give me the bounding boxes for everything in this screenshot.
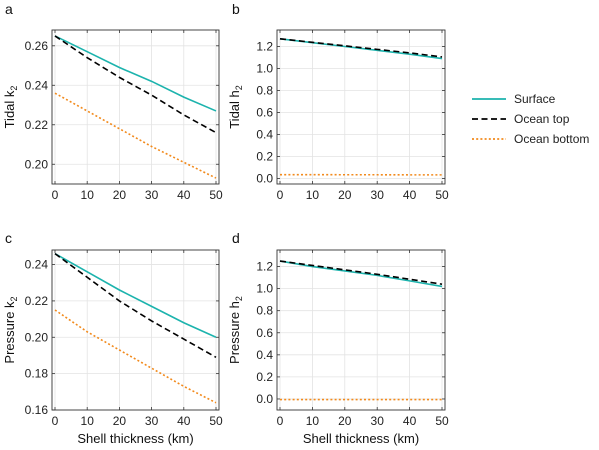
series-line-ocean-top — [279, 38, 443, 58]
y-tick-label: 0.20 — [25, 157, 49, 171]
y-tick-label: 0.6 — [256, 106, 273, 120]
x-tick-label: 0 — [52, 414, 59, 428]
y-tick-label: 1.0 — [256, 282, 273, 296]
x-tick-label: 20 — [113, 188, 127, 202]
y-axis-label-subscript: 2 — [234, 85, 244, 90]
series-line-surface — [279, 38, 443, 60]
legend-entry: Surface — [472, 92, 556, 106]
y-tick-label: 1.2 — [256, 260, 273, 274]
x-tick-label: 10 — [81, 414, 95, 428]
y-tick-label: 0.0 — [256, 392, 273, 406]
y-tick-label: 1.2 — [256, 40, 273, 54]
series-line-ocean-top — [279, 260, 443, 285]
y-axis-label-subscript: 2 — [234, 296, 244, 301]
x-tick-label: 0 — [277, 188, 284, 202]
x-tick-label: 40 — [177, 188, 191, 202]
y-axis-label-subscript: 2 — [9, 296, 19, 301]
chart-panel-b: 0 10 20 30 40 50 0.0 0.2 0.4 0.6 0.8 1.0 1.2 Tidal h2… — [227, 1, 449, 202]
y-tick-label: 0.20 — [25, 330, 49, 344]
x-tick-label: 40 — [403, 188, 417, 202]
y-axis-label-subscript: 2 — [9, 86, 19, 91]
panel-letter: a — [5, 1, 13, 17]
series-line-surface — [54, 252, 217, 339]
x-tick-label: 30 — [145, 188, 159, 202]
y-axis-label: Pressure k2 — [2, 296, 19, 363]
legend: Surface Ocean top Ocean bottom — [472, 92, 589, 146]
chart-panel-d: 0 10 20 30 40 50 0.0 0.2 0.4 0.6 0.8 1.0 1.2 Pressure… — [227, 230, 449, 446]
y-tick-label: 0.26 — [25, 39, 49, 53]
chart-panel-c: 0 10 20 30 40 50 0.16 0.18 0.20 0.22 0.24 Pressure … — [2, 230, 223, 446]
y-tick-label: 0.16 — [25, 403, 49, 417]
y-tick-label: 0.8 — [256, 304, 273, 318]
legend-label: Ocean top — [514, 112, 570, 126]
x-tick-label: 50 — [209, 188, 223, 202]
x-tick-label: 40 — [403, 414, 417, 428]
x-tick-label: 50 — [435, 188, 449, 202]
x-tick-label: 50 — [209, 414, 223, 428]
series-line-surface — [279, 260, 443, 288]
panel-letter: c — [5, 230, 12, 246]
x-tick-label: 0 — [52, 188, 59, 202]
y-tick-label: 0.22 — [25, 118, 49, 132]
y-tick-label: 0.4 — [256, 128, 273, 142]
y-tick-label: 0.22 — [25, 294, 49, 308]
x-axis-label: Shell thickness (km) — [303, 431, 419, 446]
panel-letter: b — [232, 1, 240, 17]
y-tick-label: 0.8 — [256, 84, 273, 98]
y-tick-label: 0.18 — [25, 367, 49, 381]
x-tick-label: 20 — [113, 414, 127, 428]
plot-frame — [51, 29, 220, 185]
legend-label: Surface — [514, 92, 556, 106]
series-line-ocean-bottom — [54, 309, 217, 404]
legend-entry: Ocean bottom — [472, 132, 589, 146]
x-tick-label: 30 — [371, 414, 385, 428]
y-tick-label: 0.2 — [256, 150, 273, 164]
x-tick-label: 10 — [306, 188, 320, 202]
plot-frame — [51, 249, 220, 411]
y-tick-label: 0.24 — [25, 78, 49, 92]
y-tick-label: 0.2 — [256, 370, 273, 384]
y-tick-label: 0.4 — [256, 348, 273, 362]
plot-frame — [276, 29, 446, 185]
series-line-ocean-top — [54, 35, 217, 134]
series-line-ocean-bottom — [54, 92, 217, 179]
legend-label: Ocean bottom — [514, 132, 589, 146]
y-axis-label: Tidal h2 — [227, 85, 244, 129]
panel-letter: d — [232, 230, 240, 246]
y-tick-label: 0.6 — [256, 326, 273, 340]
y-tick-label: 1.0 — [256, 62, 273, 76]
x-tick-label: 10 — [81, 188, 95, 202]
x-tick-label: 20 — [338, 414, 352, 428]
y-axis-label: Pressure h2 — [227, 296, 244, 364]
x-axis-label: Shell thickness (km) — [77, 431, 193, 446]
plot-frame — [276, 249, 446, 411]
series-line-surface — [54, 35, 217, 112]
series-line-ocean-top — [54, 252, 217, 358]
x-tick-label: 50 — [435, 414, 449, 428]
x-tick-label: 30 — [145, 414, 159, 428]
x-tick-label: 0 — [277, 414, 284, 428]
legend-entry: Ocean top — [472, 112, 570, 126]
x-tick-label: 10 — [306, 414, 320, 428]
y-tick-label: 0.0 — [256, 172, 273, 186]
x-tick-label: 30 — [371, 188, 385, 202]
x-tick-label: 40 — [177, 414, 191, 428]
chart-panel-a: 0 10 20 30 40 50 0.20 0.22 0.24 0.26 Tidal k2 a — [2, 1, 223, 202]
y-tick-label: 0.24 — [25, 258, 49, 272]
x-tick-label: 20 — [338, 188, 352, 202]
y-axis-label: Tidal k2 — [2, 86, 19, 129]
